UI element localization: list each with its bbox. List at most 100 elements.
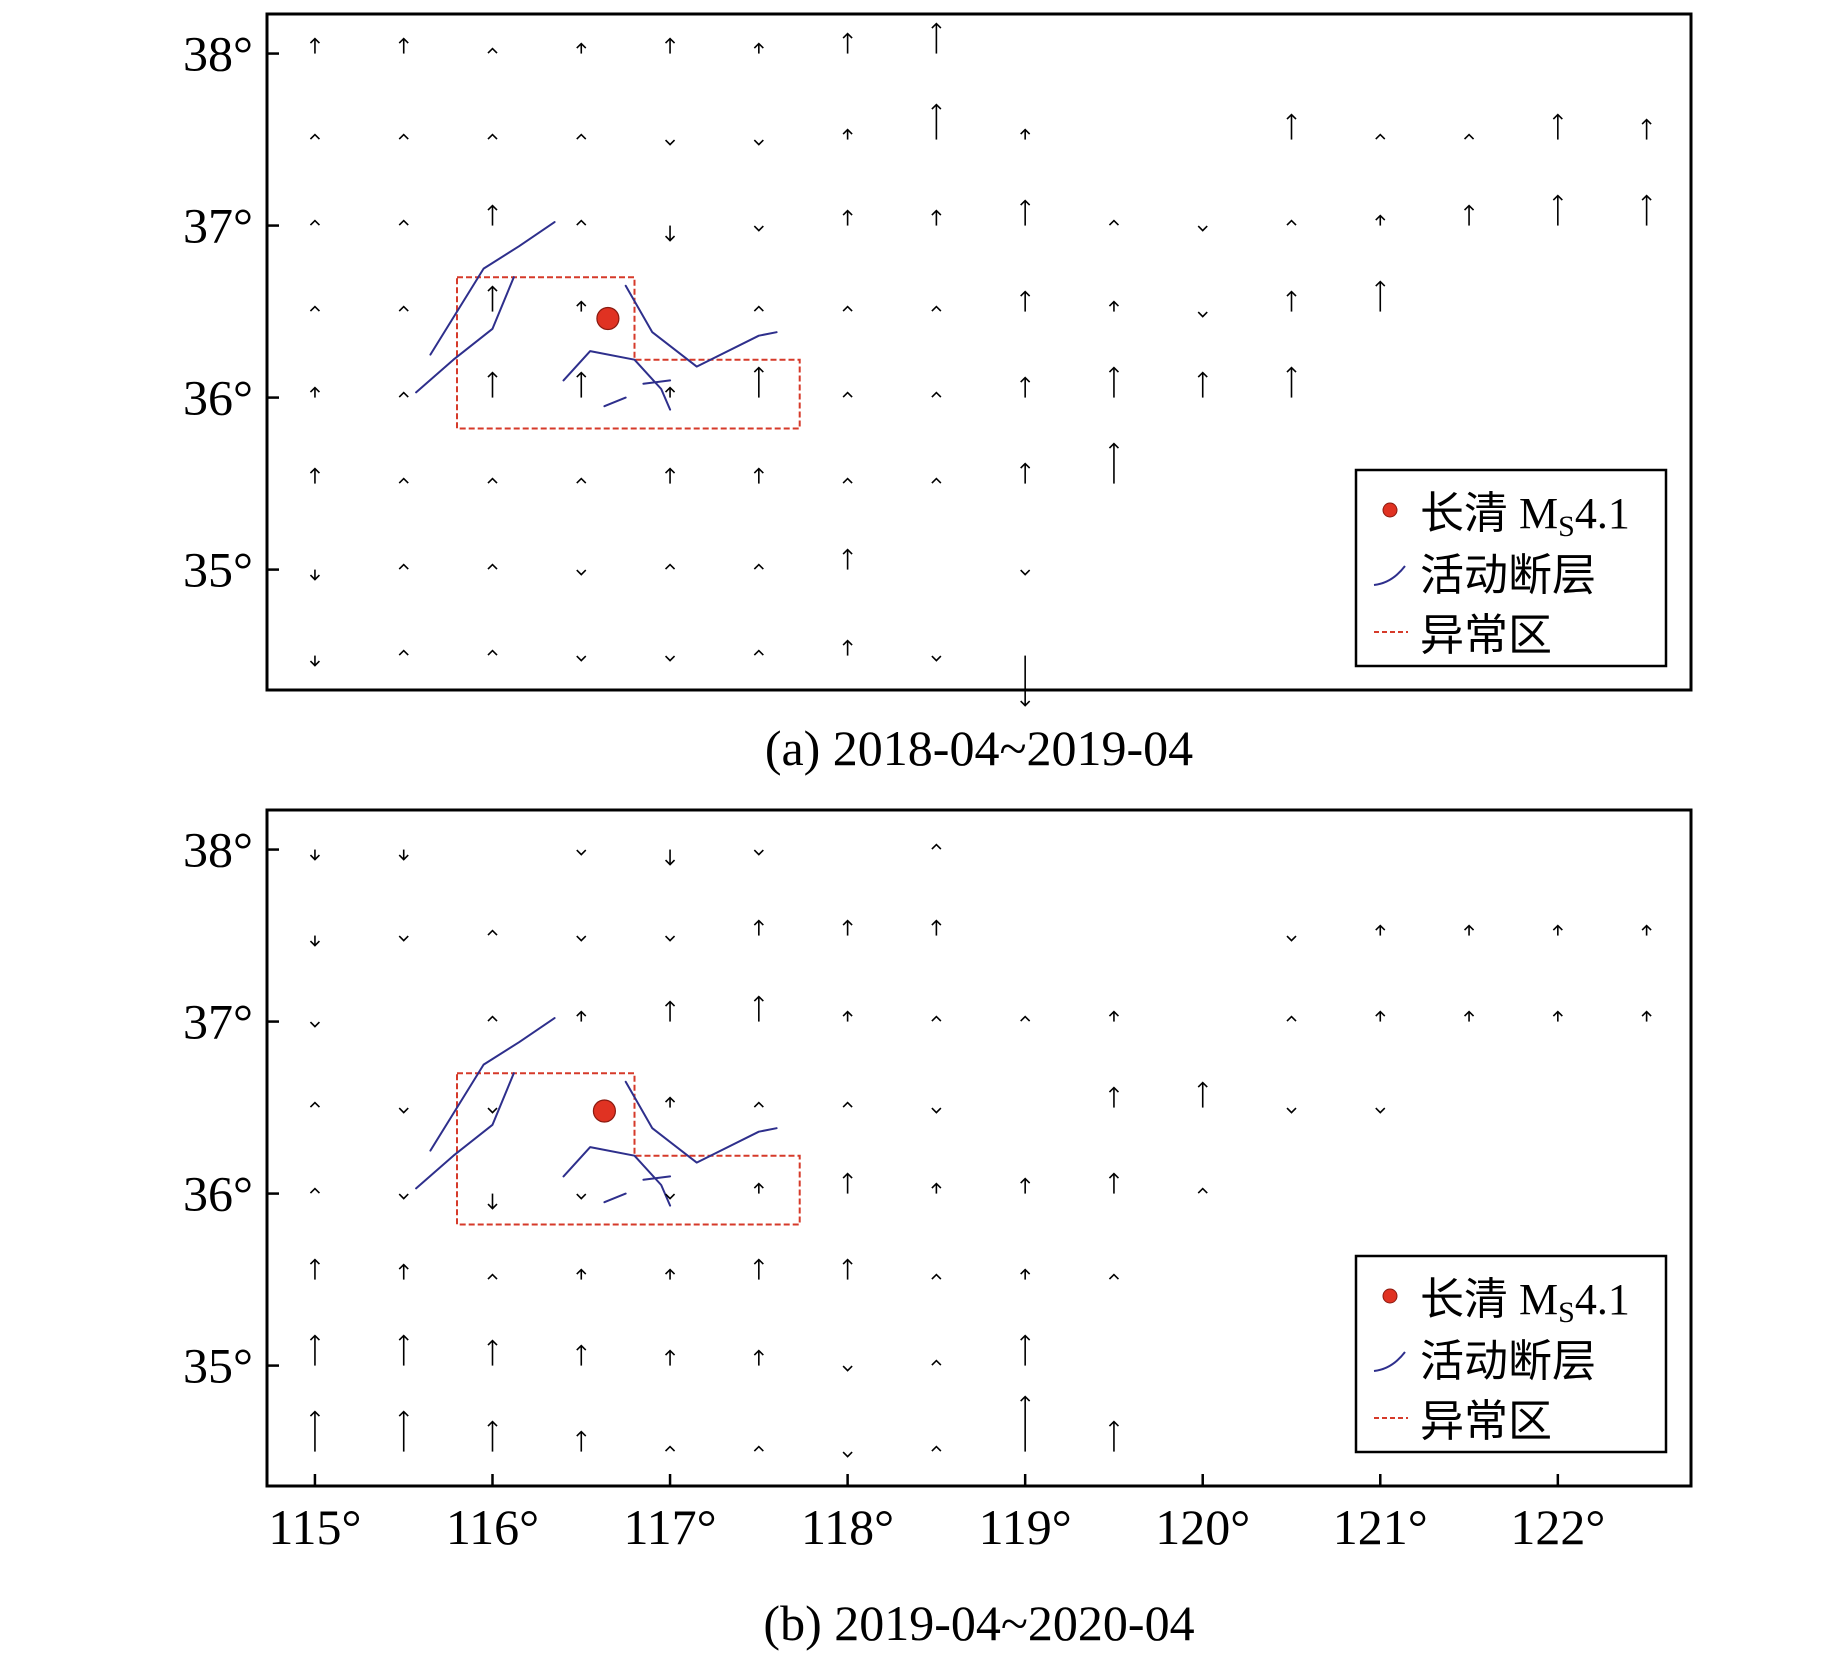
vector-head (753, 1101, 764, 1108)
vector-head (1286, 366, 1297, 373)
vector-head (1463, 924, 1475, 931)
strain-vector (1020, 199, 1031, 226)
strain-vector (931, 1359, 942, 1366)
strain-vector (576, 219, 587, 226)
x-tick-label: 118° (801, 1499, 894, 1555)
strain-vector (309, 1410, 321, 1452)
strain-vector (1020, 655, 1031, 707)
vector-head (753, 139, 764, 146)
vector-head (842, 305, 853, 312)
vector-head (753, 467, 764, 474)
vector-head (1020, 569, 1031, 576)
vector-head (753, 225, 764, 232)
vector-head (664, 1268, 676, 1275)
strain-vector (753, 995, 764, 1022)
strain-vector (1197, 371, 1208, 398)
strain-vector (931, 103, 942, 140)
strain-vector (664, 1349, 676, 1366)
vector-head (1552, 194, 1563, 201)
vector-head (842, 32, 853, 39)
strain-vector (1197, 311, 1208, 318)
strain-vector (309, 386, 321, 398)
strain-vector (842, 209, 853, 226)
vector-head (309, 386, 321, 393)
strain-vector (664, 1268, 676, 1280)
vector-head (309, 574, 321, 581)
vector-head (664, 859, 676, 866)
strain-vector (753, 919, 764, 936)
vector-head (398, 1107, 409, 1114)
strain-vector (753, 1349, 764, 1366)
strain-vector (1286, 113, 1297, 140)
x-tick-label: 122° (1510, 1499, 1605, 1555)
strain-vector (398, 935, 409, 942)
vector-head (1375, 214, 1386, 221)
strain-vector (1463, 924, 1475, 936)
vector-head (1197, 1081, 1208, 1088)
vector-head (398, 649, 409, 656)
vector-head (664, 1096, 676, 1103)
strain-vector (753, 1182, 764, 1194)
strain-vector (576, 1430, 587, 1452)
strain-vector (1375, 1107, 1386, 1114)
strain-vector (576, 1010, 587, 1022)
strain-vector (1108, 1086, 1120, 1108)
strain-vector (1197, 1187, 1208, 1194)
strain-vector (309, 133, 321, 140)
vector-head (664, 655, 676, 662)
vector-head (576, 935, 587, 942)
strain-vector (576, 477, 587, 484)
vector-head (398, 854, 409, 861)
vector-head (1641, 924, 1652, 931)
vector-head (487, 563, 498, 570)
strain-vector (1286, 935, 1297, 942)
strain-vector (1020, 290, 1031, 312)
vector-head (753, 1349, 764, 1356)
vector-head (1552, 924, 1563, 931)
strain-vector (576, 569, 587, 576)
anomaly-zone (456, 1072, 801, 1226)
strain-vector (842, 32, 853, 54)
active-fault-line (415, 276, 515, 394)
strain-vector (309, 37, 321, 54)
strain-vector (487, 563, 498, 570)
vector-head (309, 1187, 321, 1194)
vector-head (487, 47, 498, 54)
strain-vector (842, 1258, 853, 1280)
strain-vector (398, 133, 409, 140)
vector-head (931, 1359, 942, 1366)
vector-head (398, 219, 409, 226)
strain-vector (1375, 133, 1386, 140)
vector-head (931, 305, 942, 312)
panel-a-frame (265, 12, 1693, 692)
vector-head (664, 935, 676, 942)
strain-vector (1552, 924, 1563, 936)
vector-head (1641, 118, 1652, 125)
active-fault-line (429, 1017, 556, 1152)
strain-vector (753, 1445, 764, 1452)
legend-fault-label: 活动断层 (1420, 551, 1596, 600)
strain-vector (931, 391, 942, 398)
x-tick-label: 117° (623, 1499, 716, 1555)
vector-head (842, 128, 853, 135)
vector-head (309, 305, 321, 312)
vector-head (1463, 1010, 1475, 1017)
strain-vector (931, 1107, 942, 1114)
strain-vector (664, 655, 676, 662)
strain-vector (842, 1172, 853, 1194)
strain-vector (398, 37, 409, 54)
vector-head (398, 37, 409, 44)
strain-vector (931, 22, 942, 54)
legend-epicenter-label: 长清 MS4.1 (1420, 1275, 1630, 1329)
vector-head (309, 467, 321, 474)
vector-head (1108, 219, 1120, 226)
vector-head (487, 133, 498, 140)
vector-head (664, 386, 676, 393)
strain-vector (309, 1101, 321, 1108)
strain-vector (398, 1193, 409, 1200)
strain-vector (487, 1339, 498, 1366)
strain-vector (842, 548, 853, 570)
vector-head (1108, 1086, 1120, 1093)
strain-vector (309, 569, 321, 581)
vector-head (309, 1410, 321, 1417)
